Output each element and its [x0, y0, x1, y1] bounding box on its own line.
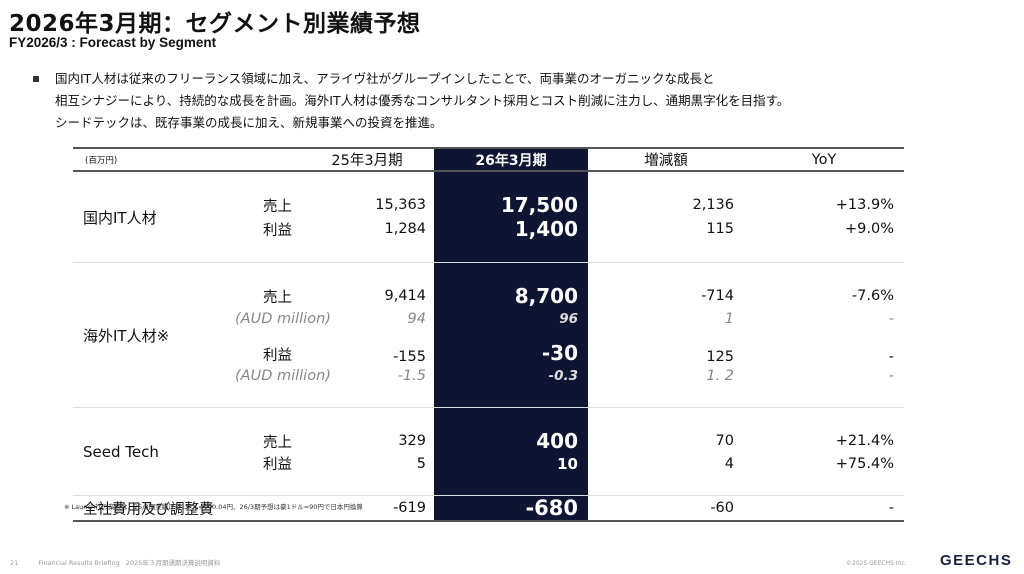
- cell-prev: -155: [393, 349, 426, 365]
- cell-prev: 9,414: [384, 288, 426, 304]
- cell-curr: 17,500: [434, 193, 588, 217]
- page-subtitle: FY2026/3 : Forecast by Segment: [9, 35, 217, 50]
- row-label: (AUD million): [235, 367, 331, 384]
- cell-diff: 2,136: [692, 197, 734, 213]
- cell-prev: -619: [300, 495, 434, 522]
- cell-diff: 125: [706, 349, 734, 365]
- cell-curr: -680: [434, 495, 588, 522]
- company-logo: GEECHS: [940, 552, 1013, 569]
- row-label: 売上: [263, 198, 292, 215]
- table-row: 利益 1,284 1,400 115 +9.0%: [73, 217, 904, 241]
- summary-bullet: 国内IT人材は従来のフリーランス領域に加え、アライヴ社がグループインしたことで、…: [33, 68, 993, 134]
- cell-prev: 5: [416, 455, 426, 472]
- table-row: 利益 -155 -30 125 -: [73, 329, 904, 365]
- segment-label-overseas: 海外IT人材※: [83, 326, 170, 345]
- table-row: 海外IT人材※ 売上 9,414 8,700 -714 -7.6%: [73, 284, 904, 345]
- footer: 21 Financial Results Briefing 2025年３月期通期…: [10, 557, 238, 567]
- table-row: 利益 5 10 4 +75.4%: [73, 453, 904, 474]
- row-label: 利益: [263, 348, 292, 364]
- cell-yoy: -: [888, 367, 894, 384]
- doc-name-jp: 2025年３月期通期決算説明資料: [125, 559, 221, 567]
- segment-label-corporate: 全社費用及び調整費: [73, 495, 300, 522]
- header-change: 増減額: [588, 147, 744, 172]
- segment-forecast-table: (百万円) 25年3月期 26年3月期 増減額 YoY 国内IT人材 売上 15…: [73, 147, 904, 522]
- table-row: (AUD million) 94 96 1 -: [73, 308, 904, 329]
- header-fy2025: 25年3月期: [300, 147, 434, 172]
- cell-yoy: -: [888, 349, 894, 365]
- header-fy2026: 26年3月期: [434, 147, 588, 172]
- cell-curr: 96: [434, 308, 588, 329]
- page-title: 2026年3月期：セグメント別業績予想: [9, 11, 421, 37]
- cell-diff: 115: [706, 221, 734, 237]
- cell-prev: -1.5: [397, 367, 426, 384]
- table-row: Seed Tech 売上 329 400 70 +21.4%: [73, 429, 904, 461]
- row-label: 売上: [263, 289, 292, 306]
- cell-yoy: +21.4%: [835, 433, 894, 449]
- cell-curr: 8,700: [434, 284, 588, 308]
- cell-yoy: +13.9%: [835, 197, 894, 213]
- cell-yoy: -7.6%: [851, 288, 894, 304]
- bullet-line: 相互シナジーにより、持続的な成長を計画。海外IT人材は優秀なコンサルタント採用と…: [55, 93, 790, 108]
- bullet-line: シードテックは、既存事業の成長に加え、新規事業への投資を推進。: [55, 115, 443, 130]
- segment-label-domestic: 国内IT人材: [83, 208, 157, 227]
- table-row: 全社費用及び調整費 -619 -680 -60 -: [73, 495, 904, 522]
- cell-curr: -30: [434, 329, 588, 365]
- footnote: ※ Launch社の業績は、25/3期実績は豪1ドル=100.04円、26/3期…: [64, 503, 363, 511]
- cell-yoy: +75.4%: [835, 455, 894, 472]
- cell-yoy: -: [744, 495, 904, 522]
- cell-curr: 10: [434, 453, 588, 474]
- row-label: (AUD million): [235, 310, 331, 327]
- page-number: 21: [10, 559, 19, 567]
- cell-prev: 329: [398, 433, 426, 449]
- header-yoy: YoY: [744, 147, 904, 172]
- cell-diff: 70: [715, 433, 734, 449]
- row-label: 利益: [263, 222, 292, 239]
- bullet-square-icon: [33, 76, 39, 82]
- cell-diff: 4: [724, 455, 734, 472]
- segment-label-seedtech: Seed Tech: [83, 442, 159, 461]
- cell-prev: 1,284: [384, 221, 426, 237]
- table-row: 国内IT人材 売上 15,363 17,500 2,136 +13.9%: [73, 193, 904, 227]
- cell-curr: 400: [434, 429, 588, 453]
- doc-name-en: Financial Results Briefing: [38, 559, 120, 567]
- cell-yoy: -: [888, 310, 894, 327]
- copyright: ©2025 GEECHS Inc.: [846, 560, 907, 567]
- cell-curr: 1,400: [434, 217, 588, 241]
- cell-yoy: +9.0%: [845, 221, 894, 237]
- cell-diff: -714: [701, 288, 734, 304]
- bullet-line: 国内IT人材は従来のフリーランス領域に加え、アライヴ社がグループインしたことで、…: [55, 71, 715, 86]
- cell-prev: 15,363: [375, 197, 426, 213]
- cell-curr: -0.3: [434, 365, 588, 386]
- row-label: 利益: [263, 457, 292, 473]
- unit-label: (百万円): [73, 147, 235, 172]
- cell-diff: 1: [724, 310, 734, 327]
- cell-diff: -60: [588, 495, 744, 522]
- table-header-row: (百万円) 25年3月期 26年3月期 増減額 YoY: [73, 147, 904, 172]
- cell-diff: 1. 2: [706, 367, 734, 384]
- cell-prev: 94: [407, 310, 426, 327]
- row-label: 売上: [263, 434, 292, 451]
- table-row: (AUD million) -1.5 -0.3 1. 2 -: [73, 365, 904, 386]
